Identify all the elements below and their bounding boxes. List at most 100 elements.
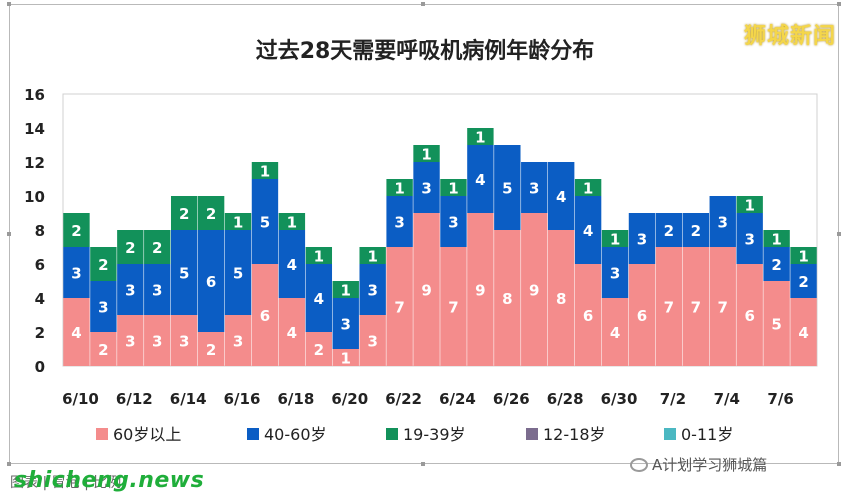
bar-segment [763, 281, 790, 366]
data-label: 3 [341, 316, 351, 334]
data-label: 3 [744, 231, 754, 249]
data-label: 9 [421, 282, 431, 300]
data-label: 1 [475, 129, 485, 147]
data-label: 2 [125, 239, 135, 257]
data-label: 1 [583, 180, 593, 198]
bar-segment [90, 332, 117, 366]
data-label: 5 [260, 214, 270, 232]
bar-segment [494, 230, 521, 366]
legend-swatch [664, 428, 676, 440]
data-label: 1 [341, 350, 351, 368]
data-label: 3 [233, 333, 243, 351]
y-tick-label: 0 [35, 358, 45, 376]
bar-segment [332, 281, 359, 298]
wechat-icon [630, 457, 648, 472]
data-label: 3 [152, 282, 162, 300]
x-tick-label: 6/24 [439, 390, 476, 408]
legend-swatch [247, 428, 259, 440]
data-label: 1 [233, 214, 243, 232]
resize-handle[interactable] [421, 2, 425, 6]
bar-segment [709, 247, 736, 366]
bar-segment [547, 230, 575, 366]
bar-segment [386, 247, 413, 366]
resize-handle[interactable] [837, 232, 841, 236]
data-label: 2 [71, 222, 81, 240]
resize-handle[interactable] [7, 462, 11, 466]
bar-segment [359, 264, 386, 315]
bar-segment [197, 332, 225, 366]
bar-segment [332, 298, 359, 349]
data-label: 2 [206, 341, 216, 359]
data-label: 7 [718, 299, 728, 317]
x-tick-label: 6/18 [277, 390, 314, 408]
data-label: 7 [664, 299, 674, 317]
bar-segment [413, 213, 440, 366]
data-label: 7 [691, 299, 701, 317]
data-label: 2 [179, 205, 189, 223]
data-label: 3 [718, 214, 728, 232]
data-label: 7 [394, 299, 404, 317]
bar-segment [197, 230, 225, 332]
x-tick-label: 6/14 [170, 390, 207, 408]
data-label: 6 [637, 307, 647, 325]
bar-segment [736, 213, 763, 264]
bar-segment [386, 179, 413, 196]
data-label: 1 [421, 146, 431, 164]
bar-segment [709, 196, 736, 247]
bar-segment [601, 230, 629, 247]
bar-segment [494, 145, 521, 230]
bar-segment [359, 247, 386, 264]
bar-segment [117, 315, 144, 366]
bar-segment [63, 213, 90, 247]
bar-segment [170, 230, 198, 315]
site-watermark: shicheng.news [14, 468, 205, 493]
resize-handle[interactable] [837, 462, 841, 466]
y-tick-label: 4 [35, 290, 45, 308]
bar-segment [763, 247, 790, 281]
resize-handle[interactable] [421, 462, 425, 466]
data-label: 4 [287, 324, 297, 342]
legend-label: 19-39岁 [403, 425, 466, 444]
legend-label: 0-11岁 [681, 425, 733, 444]
data-label: 8 [502, 290, 512, 308]
legend-label: 12-18岁 [543, 425, 606, 444]
data-label: 1 [260, 163, 270, 181]
x-tick-label: 6/10 [62, 390, 99, 408]
bar-segment [655, 213, 683, 247]
bar-segment [790, 247, 817, 264]
data-label: 3 [71, 265, 81, 283]
data-label: 4 [556, 188, 566, 206]
data-label: 4 [71, 324, 81, 342]
bar-segment [790, 298, 817, 366]
footer-caption: 图表 | 冒泡 | 比例 [10, 475, 122, 491]
bar-segment [278, 213, 306, 230]
data-label: 3 [421, 180, 431, 198]
data-label: 1 [314, 248, 324, 266]
bar-segment [574, 196, 602, 264]
resize-handle[interactable] [837, 2, 841, 6]
resize-handle[interactable] [7, 2, 11, 6]
chart-title: 过去28天需要呼吸机病例年龄分布 [256, 38, 595, 64]
bar-segment [601, 298, 629, 366]
data-label: 1 [610, 231, 620, 249]
data-label: 1 [394, 180, 404, 198]
data-label: 7 [448, 299, 458, 317]
data-label: 3 [367, 333, 377, 351]
resize-handle[interactable] [7, 232, 11, 236]
data-label: 6 [206, 273, 216, 291]
bar-segment [628, 213, 656, 264]
bar-segment [251, 264, 279, 366]
y-tick-label: 12 [24, 154, 45, 172]
brand-logo-text: 狮城新闻 [743, 24, 836, 49]
data-label: 8 [556, 290, 566, 308]
data-label: 2 [664, 222, 674, 240]
data-label: 5 [502, 180, 512, 198]
bar-segment [144, 264, 171, 315]
bar-segment [224, 230, 252, 315]
data-label: 1 [448, 180, 458, 198]
bar-segment [413, 162, 440, 213]
data-label: 3 [367, 282, 377, 300]
bar-segment [682, 247, 710, 366]
data-label: 2 [98, 341, 108, 359]
x-tick-label: 6/12 [116, 390, 153, 408]
